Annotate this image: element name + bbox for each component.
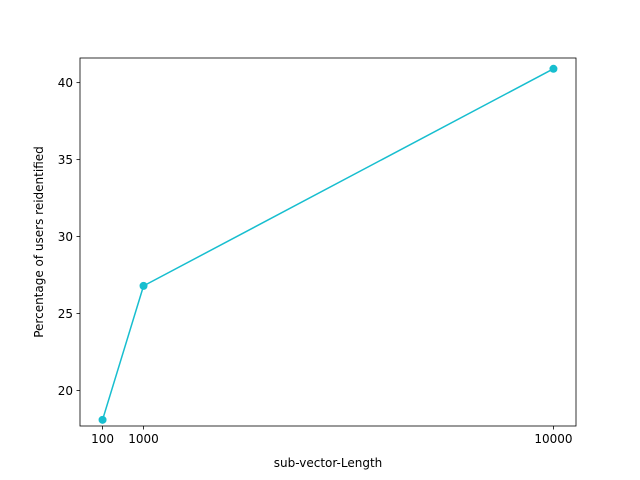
data-point [98,415,107,424]
y-tick-label: 35 [58,153,73,167]
y-axis-label: Percentage of users reidentified [32,146,46,338]
y-tick-label: 25 [58,307,73,321]
y-tick-label: 30 [58,230,73,244]
y-tick-label: 20 [58,384,73,398]
x-tick-label: 1000 [128,432,159,446]
x-tick-label: 10000 [534,432,572,446]
axes-frame [79,57,577,427]
y-tick-label: 40 [58,76,73,90]
data-point [139,281,148,290]
data-point [549,64,558,73]
x-axis-label: sub-vector-Length [274,456,383,470]
x-tick-label: 100 [91,432,114,446]
plot-area: 100 1000 10000 20 25 30 35 40 [58,57,577,446]
